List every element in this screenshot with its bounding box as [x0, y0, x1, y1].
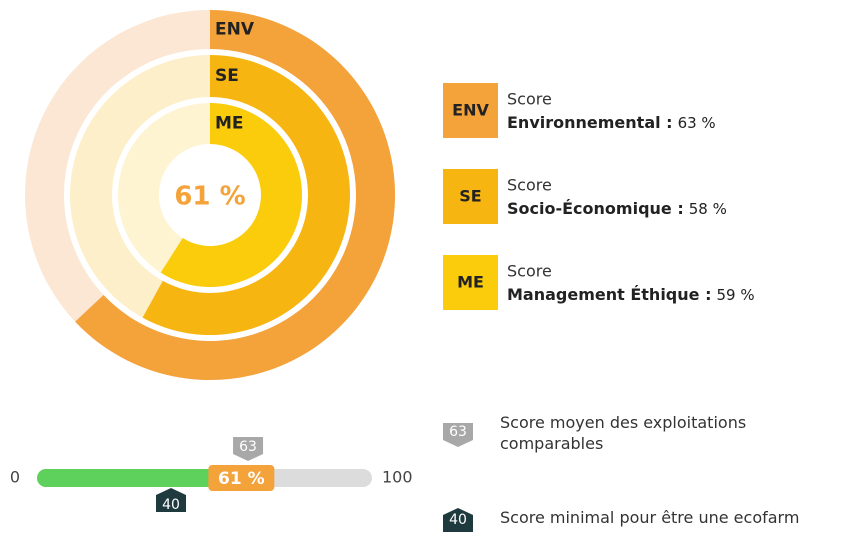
- ring-arc: [75, 10, 395, 380]
- marker: [233, 437, 264, 461]
- legend-swatch: [443, 169, 498, 224]
- legend-line1: Score: [507, 262, 552, 281]
- ring-arc: [142, 55, 350, 335]
- legend-label: Socio-Économique : 58 %: [507, 199, 727, 218]
- gauge-tick-label: 100: [382, 468, 413, 487]
- legend-swatch: [443, 255, 498, 310]
- legend-marker: [443, 423, 473, 447]
- legend-name: Management Éthique :: [507, 285, 711, 304]
- ring-label: SE: [215, 66, 239, 86]
- ring-arc: [160, 103, 303, 288]
- gauge-fill: [37, 469, 242, 487]
- marker: [156, 488, 186, 512]
- gauge-value-label: 61 %: [218, 469, 265, 489]
- gauge-tick-label: 0: [10, 468, 20, 487]
- legend-line1: Score: [507, 176, 552, 195]
- gauge-value-box: [208, 465, 275, 491]
- legend-label: Environnemental : 63 %: [507, 113, 716, 132]
- center-label: 61 %: [174, 182, 245, 212]
- legend-label: Management Éthique : 59 %: [507, 285, 755, 304]
- marker-label: 63: [239, 439, 257, 455]
- legend-swatch: [443, 83, 498, 138]
- legend-marker-label: 63: [449, 424, 467, 440]
- legend-marker: [443, 508, 473, 532]
- legend-name: Environnemental :: [507, 113, 673, 132]
- legend-marker-label: 40: [449, 512, 467, 528]
- legend-code: SE: [459, 187, 481, 206]
- legend-description: Score moyen des exploitations comparable…: [500, 413, 747, 453]
- legend-line1: Score: [507, 90, 552, 109]
- legend-value: 58 %: [689, 200, 727, 218]
- legend-value: 63 %: [678, 114, 716, 132]
- ring-label: ENV: [215, 20, 255, 40]
- ring-label: ME: [215, 114, 244, 134]
- legend-value: 59 %: [716, 286, 754, 304]
- legend-code: ENV: [452, 101, 489, 120]
- legend-code: ME: [457, 273, 484, 292]
- legend-description: Score minimal pour être une ecofarm: [500, 508, 800, 527]
- marker-label: 40: [162, 497, 180, 513]
- legend-name: Socio-Économique :: [507, 199, 684, 218]
